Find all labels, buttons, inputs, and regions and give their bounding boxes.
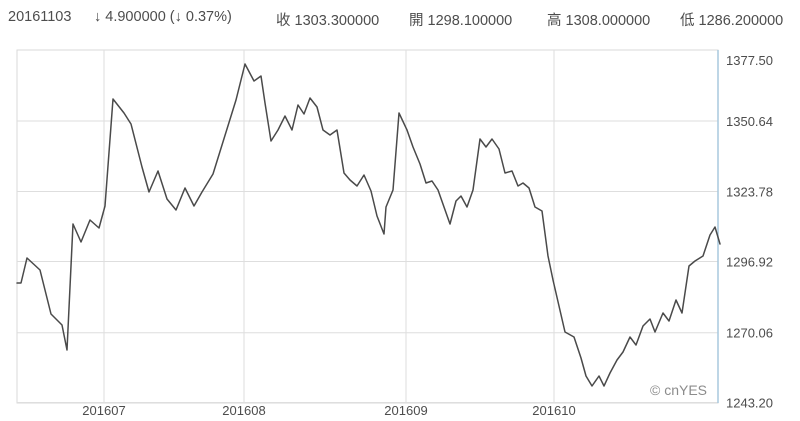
svg-text:201610: 201610 [532, 403, 575, 418]
svg-text:201608: 201608 [222, 403, 265, 418]
svg-text:1243.20: 1243.20 [726, 396, 773, 411]
svg-text:1377.50: 1377.50 [726, 53, 773, 68]
svg-text:201609: 201609 [384, 403, 427, 418]
svg-text:201607: 201607 [82, 403, 125, 418]
svg-text:1270.06: 1270.06 [726, 326, 773, 341]
svg-text:1296.92: 1296.92 [726, 255, 773, 270]
svg-text:1350.64: 1350.64 [726, 114, 773, 129]
svg-text:1323.78: 1323.78 [726, 185, 773, 200]
svg-text:© cnYES: © cnYES [650, 382, 707, 398]
